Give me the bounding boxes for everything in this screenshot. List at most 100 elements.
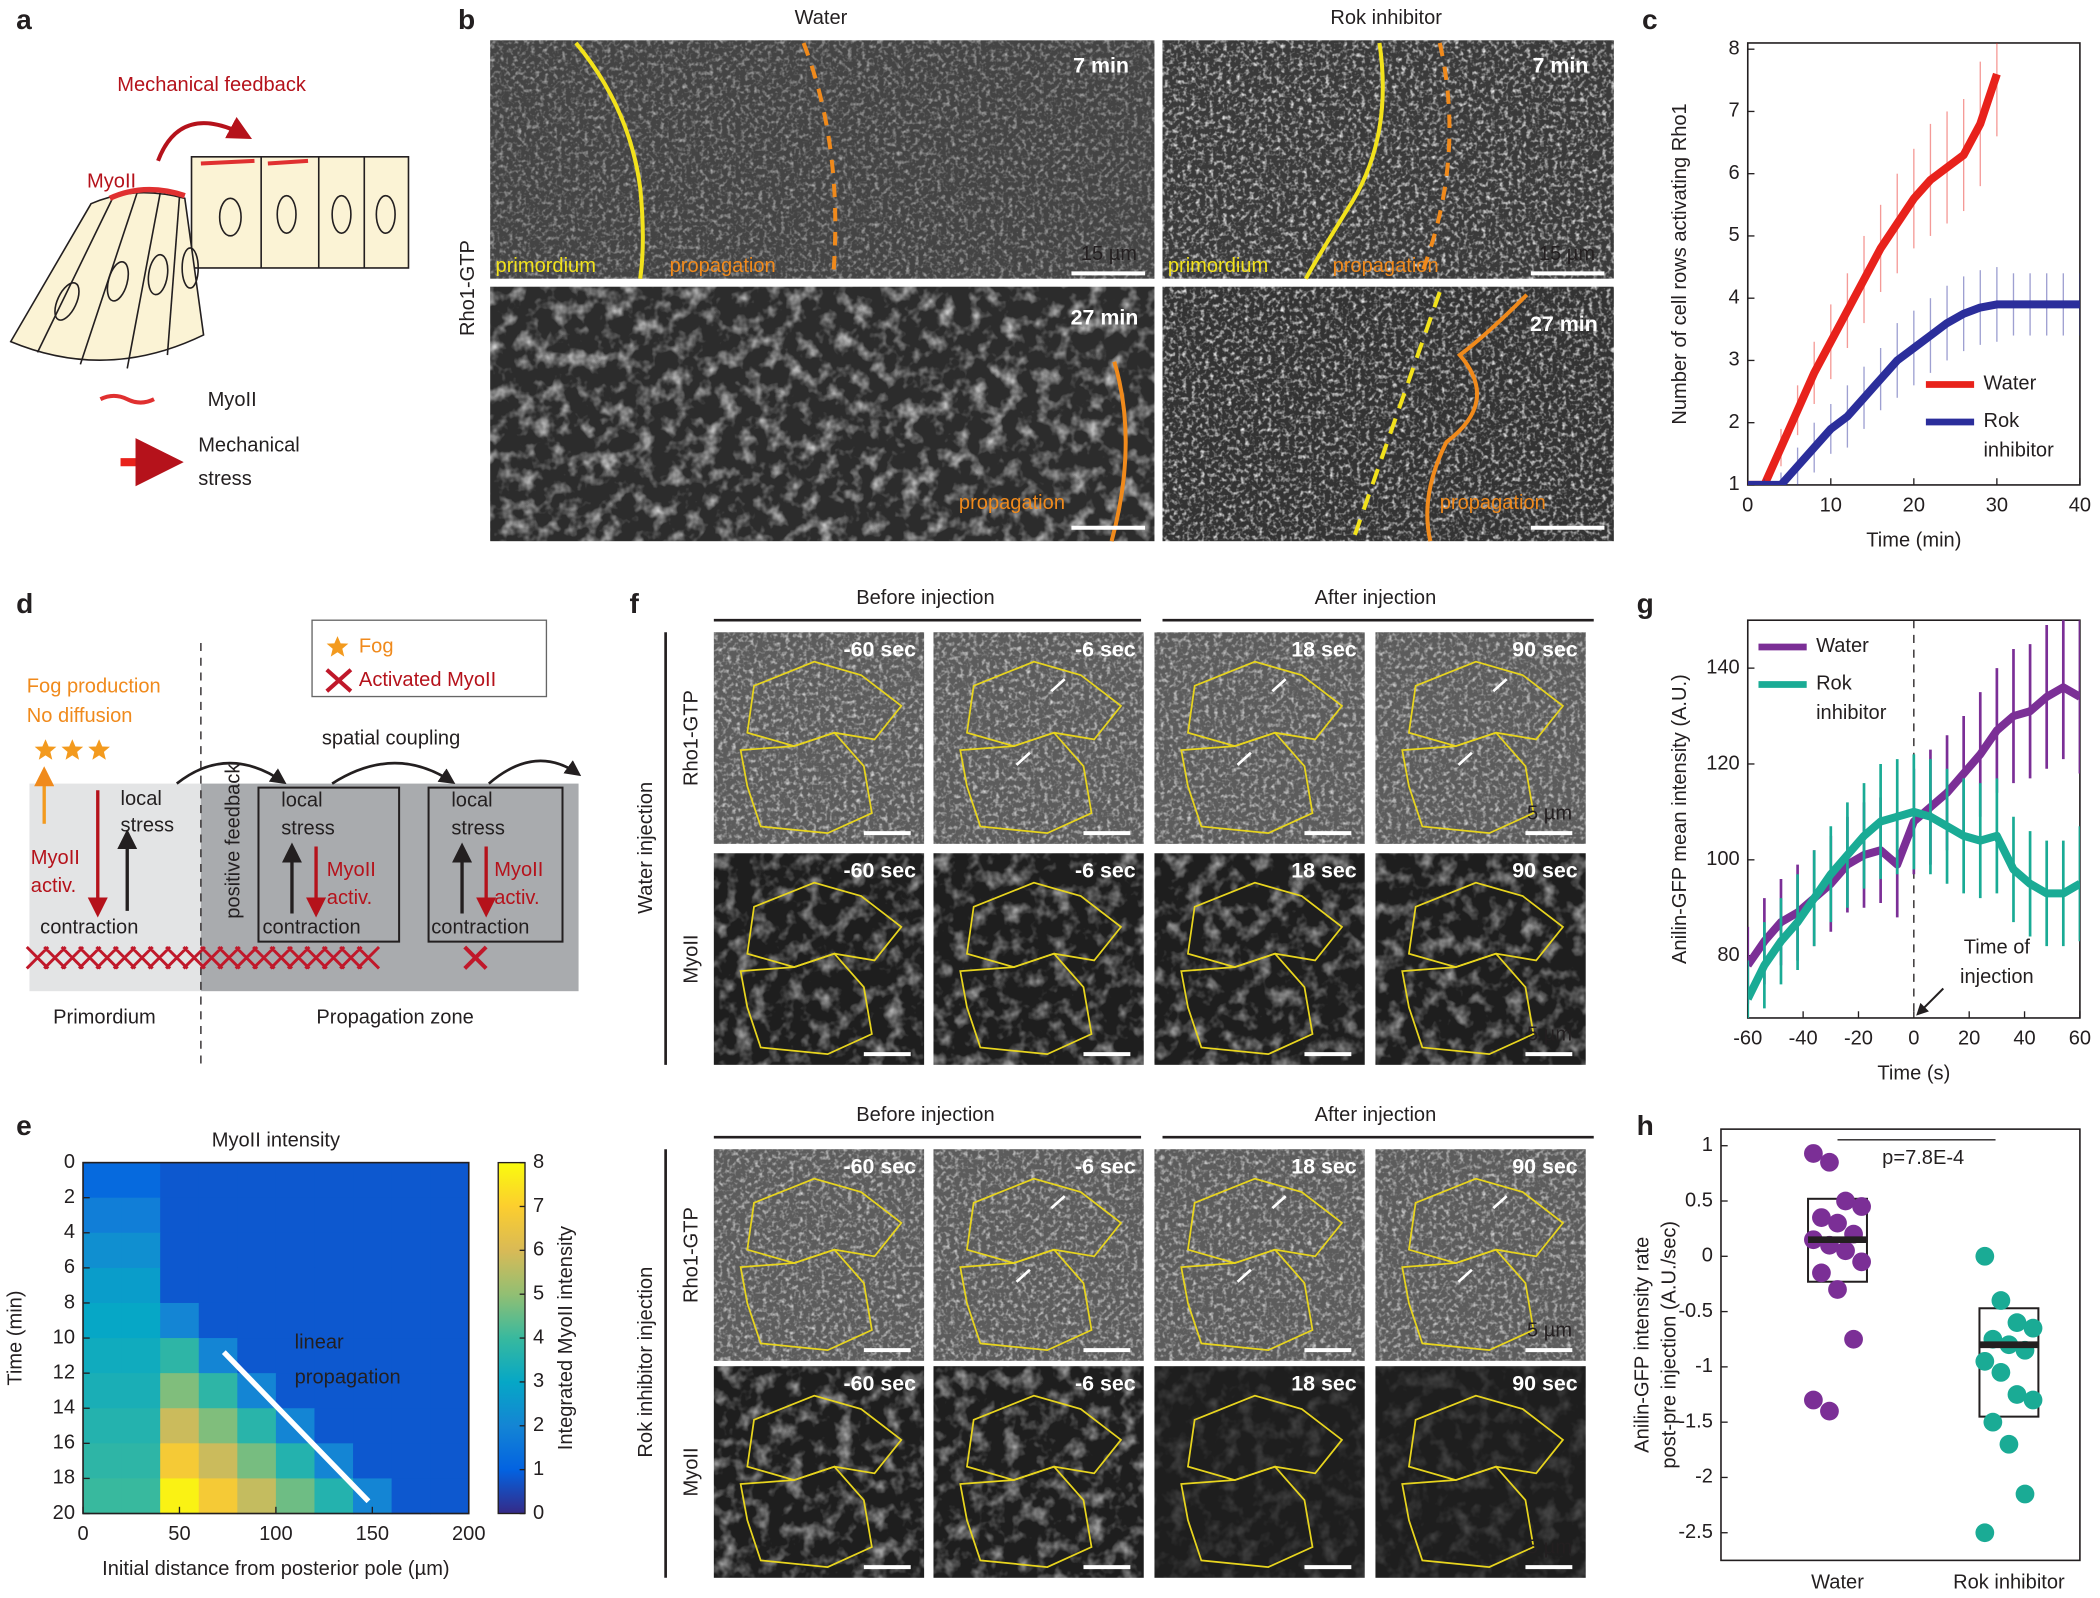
x-axis-label: Time (min): [1866, 529, 1961, 551]
series: [1747, 267, 2080, 485]
arrow: [1492, 1195, 1508, 1210]
cell-outline: [1180, 1248, 1314, 1352]
data-point: [1828, 1213, 1847, 1233]
cell-outline: [1186, 660, 1344, 748]
data-point: [2023, 1318, 2043, 1338]
y-tick-label: 14: [53, 1397, 75, 1419]
y-tick-label: 18: [53, 1467, 75, 1489]
time-label: 7 min: [1073, 54, 1129, 78]
arrow: [1050, 678, 1066, 693]
annotation: injection: [1960, 966, 2034, 988]
heatmap-cell: [83, 1232, 123, 1269]
y-tick-label: -0.5: [1678, 1300, 1713, 1322]
x-tick-label: 0: [77, 1523, 88, 1545]
x-tick-label: 30: [1986, 495, 2008, 517]
y-tick-label: 140: [1706, 656, 1740, 678]
y-tick-label: 8: [64, 1291, 75, 1313]
arrow: [1015, 751, 1031, 766]
colorbar-tick-label: 3: [533, 1370, 544, 1392]
heatmap-cell: [430, 1443, 470, 1480]
heatmap-cell: [121, 1408, 161, 1444]
x-tick-label: 0: [1742, 495, 1753, 517]
cell-fan: [9, 191, 205, 361]
cell-outline: [1180, 952, 1314, 1056]
cell-outline: [1180, 731, 1314, 835]
arrow: [1236, 1268, 1252, 1283]
annotation: propagation: [295, 1367, 401, 1389]
heatmap-cell: [121, 1267, 161, 1304]
heatmap-cell: [391, 1197, 431, 1234]
heatmap-cell: [198, 1267, 238, 1304]
diagram-text: activ.: [494, 887, 539, 909]
cell-outline: [739, 1465, 873, 1568]
annotation: Time of: [1964, 937, 2031, 959]
y-tick-label: 100: [1706, 848, 1740, 870]
cell-outline: [959, 1248, 1093, 1352]
time-label: -60 sec: [843, 1155, 916, 1179]
time-label: 18 sec: [1291, 859, 1357, 883]
column-title: Water: [795, 7, 848, 29]
data-point: [1836, 1241, 1855, 1261]
block-label: Rok inhibitor injection: [635, 1267, 657, 1458]
boundary-line: [801, 42, 838, 279]
time-label: -60 sec: [843, 1372, 916, 1396]
heatmap-cell: [391, 1338, 431, 1374]
data-point: [1828, 1280, 1847, 1299]
x-tick-label: 0: [1908, 1028, 1919, 1050]
cell-outline: [1401, 1248, 1535, 1352]
heatmap-cell: [430, 1302, 470, 1339]
micrograph-texture: [1162, 40, 1614, 279]
heatmap-cell: [198, 1408, 238, 1444]
cell-box: [427, 786, 564, 943]
heatmap-cell: [83, 1478, 123, 1515]
legend-box: [311, 619, 548, 698]
colorbar-tick-label: 6: [533, 1239, 544, 1261]
cell-outline: [1407, 1177, 1565, 1264]
row-label: Rho1-GTP: [681, 690, 703, 786]
heatmap-cell: [353, 1197, 393, 1234]
time-label: 27 min: [1071, 306, 1139, 330]
heatmap-cell: [430, 1373, 470, 1409]
cell-wall: [36, 195, 115, 353]
cell-box: [257, 786, 401, 943]
nucleus: [276, 194, 297, 234]
legend-label: Rok inhibitor: [1816, 673, 1887, 724]
cell-outline: [1186, 1394, 1344, 1481]
heatmap-cell: [430, 1197, 470, 1234]
cell-outline: [739, 952, 873, 1056]
zone-label: propagation: [959, 492, 1065, 514]
heatmap-cell: [430, 1162, 470, 1199]
row-label: Rho1-GTP: [457, 240, 479, 336]
heatmap-cell: [160, 1443, 200, 1480]
time-label: -60 sec: [843, 859, 916, 883]
heatmap-cell: [237, 1338, 277, 1374]
data-point: [1844, 1329, 1863, 1349]
cell-outline: [959, 1465, 1093, 1568]
coupling-arrow: [487, 759, 582, 785]
diagram-text: MyoII: [494, 859, 543, 881]
legend-label: stress: [198, 468, 252, 490]
heatmap-cell: [353, 1232, 393, 1269]
colorbar-tick-label: 7: [533, 1195, 544, 1217]
heatmap-cell: [160, 1408, 200, 1444]
heatmap-cell: [314, 1373, 354, 1409]
cell-outline: [965, 660, 1123, 748]
x-tick-label: -60: [1733, 1028, 1762, 1050]
time-label: 27 min: [1530, 312, 1598, 336]
heatmap-cell: [314, 1302, 354, 1339]
heatmap-cell: [160, 1302, 200, 1339]
legend-label: Water: [1816, 635, 1869, 657]
y-tick-label: -2.5: [1678, 1521, 1713, 1543]
cell-outline: [965, 1177, 1123, 1264]
time-label: -6 sec: [1075, 1155, 1136, 1179]
x-axis-label: Time (s): [1877, 1063, 1950, 1085]
y-axis-label: Anilin-GFP mean intensity (A.U.): [1669, 674, 1691, 964]
fog-star: [61, 739, 84, 760]
y-tick-label: 4: [1729, 286, 1740, 308]
cell-outline: [965, 1394, 1123, 1481]
heatmap-cell: [314, 1338, 354, 1374]
zone-label: Propagation zone: [316, 1006, 473, 1028]
y-tick-label: 0.5: [1685, 1189, 1713, 1211]
diagram-text: contraction: [263, 917, 361, 939]
